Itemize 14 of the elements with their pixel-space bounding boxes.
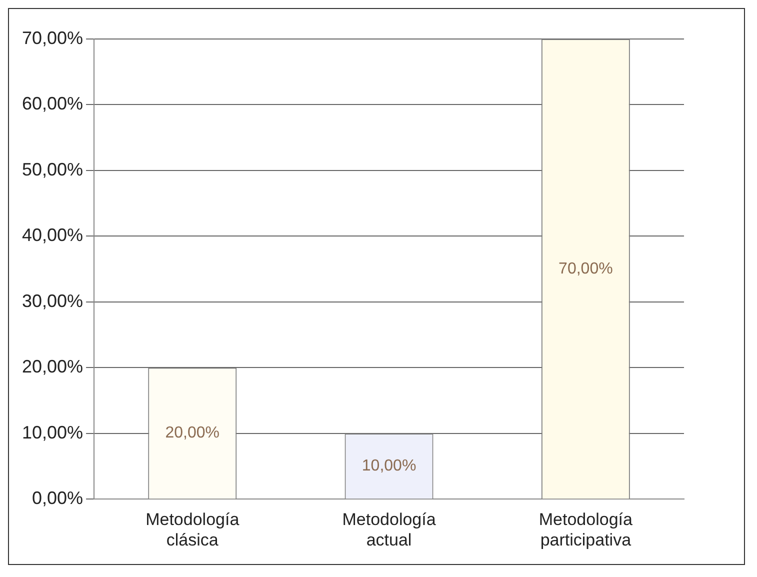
y-tick-label: 20,00% bbox=[22, 356, 84, 377]
y-tick-label: 10,00% bbox=[22, 422, 84, 442]
data-label: 20,00% bbox=[165, 424, 220, 442]
y-tick-label: 60,00% bbox=[22, 94, 84, 114]
data-label: 70,00% bbox=[558, 260, 613, 278]
y-tick-label: 50,00% bbox=[22, 159, 84, 180]
y-tick-label: 30,00% bbox=[22, 290, 84, 311]
y-tick-label: 0,00% bbox=[32, 488, 84, 508]
x-tick-label: Metodología participativa bbox=[538, 510, 633, 550]
y-tick-label: 40,00% bbox=[22, 225, 84, 246]
x-tick-label: Metodología clásica bbox=[146, 510, 240, 550]
y-tick-label: 70,00% bbox=[22, 28, 84, 48]
x-tick-label: Metodología actual bbox=[342, 510, 436, 550]
data-label: 10,00% bbox=[362, 457, 416, 474]
